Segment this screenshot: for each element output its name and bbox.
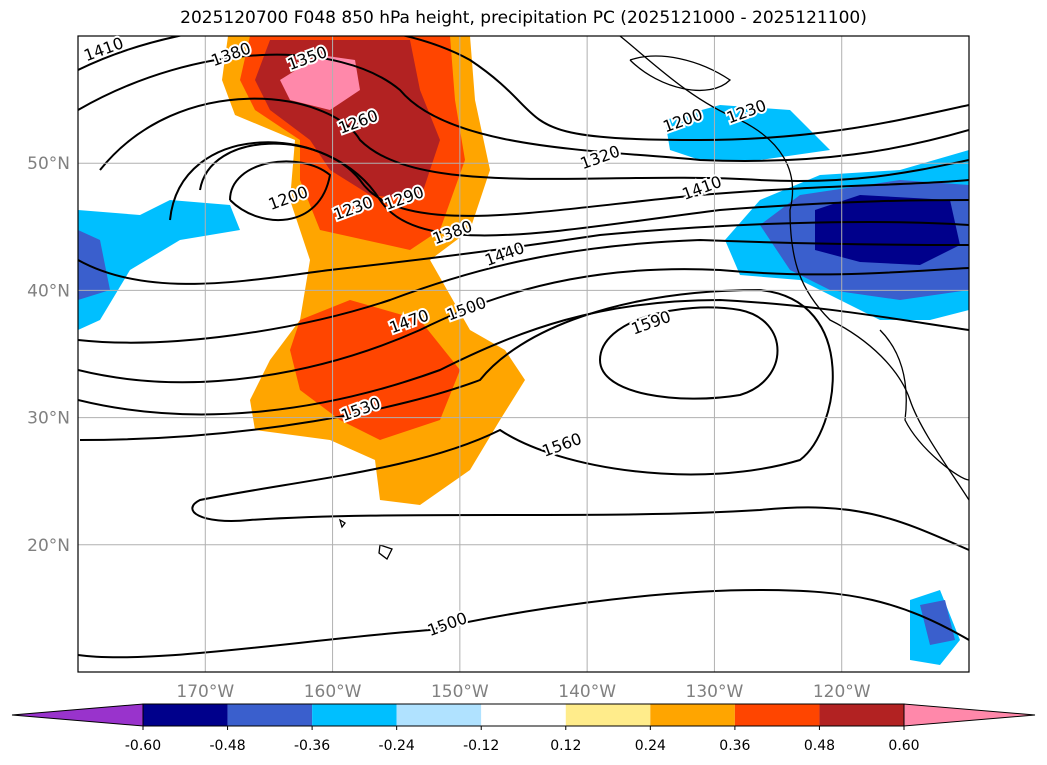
graticule [78,36,969,672]
map-title: 2025120700 F048 850 hPa height, precipit… [180,8,867,28]
colorbar-bin [143,704,228,726]
colorbar-tick-label: -0.60 [125,738,161,754]
colorbar-bin [650,704,735,726]
colorbar-tick-label: 0.48 [804,738,835,754]
lat-tick-label: 40°N [27,281,70,301]
colorbar-extend-low [11,703,144,727]
colorbar-bin [481,704,566,726]
colorbar-bin [227,704,313,726]
colorbar-bin [819,704,904,726]
colorbar-tick-label: -0.24 [379,738,415,754]
lat-tick-label: 30°N [27,409,70,429]
lon-tick-label: 130°W [686,682,744,702]
colorbar-bin [396,704,482,726]
colorbar-bin [312,704,397,726]
lat-tick-label: 50°N [27,154,70,174]
lat-tick-label: 20°N [27,536,70,556]
lon-tick-label: 120°W [813,682,871,702]
contour-label: 1410 [81,33,126,65]
colorbar: -0.60 -0.48 -0.36 -0.24 -0.12 0.12 0.24 0.36 0.4… [11,703,1036,754]
lon-tick-label: 170°W [176,682,234,702]
colorbar-tick-label: -0.12 [463,738,499,754]
map-frame [77,35,970,673]
lon-tick-label: 140°W [558,682,616,702]
colorbar-bin [565,704,651,726]
precip-negative-lightblue [78,105,969,665]
contour-label: 1410 [679,172,724,204]
colorbar-tick-label: 0.36 [719,738,750,754]
colorbar-bin [734,704,820,726]
colorbar-outline [142,703,905,727]
colorbar-extend-high [903,703,1036,727]
lon-tick-label: 150°W [431,682,489,702]
height-contours [78,36,969,659]
precip-positive-pink [280,55,360,110]
colorbar-tick-label: 0.12 [550,738,581,754]
colorbar-tick-label: -0.36 [294,738,330,754]
contour-label: 1590 [629,307,674,339]
precip-negative-navy [815,195,960,265]
colorbar-tick-label: 0.24 [635,738,666,754]
coastlines [338,36,969,560]
lon-tick-label: 160°W [304,682,362,702]
contour-label: 1320 [578,141,623,173]
colorbar-tick-label: -0.48 [209,738,245,754]
contour-label: 1500 [425,608,470,640]
colorbar-tick-label: 0.60 [888,738,919,754]
